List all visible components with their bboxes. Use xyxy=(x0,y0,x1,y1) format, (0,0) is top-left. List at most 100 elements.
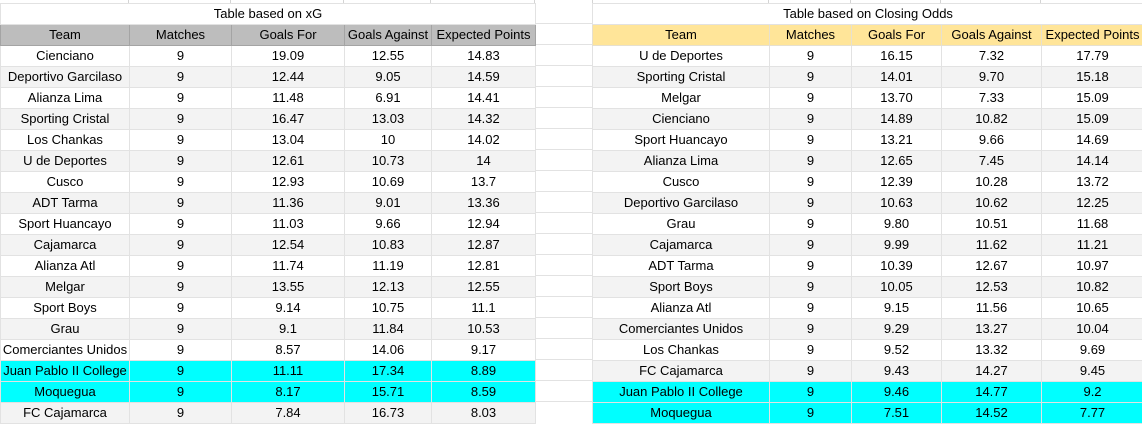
matches-cell[interactable]: 9 xyxy=(770,214,852,235)
team-cell[interactable]: Los Chankas xyxy=(593,340,770,361)
goals-for-cell[interactable]: 9.15 xyxy=(852,298,942,319)
goals-against-cell[interactable]: 11.62 xyxy=(942,235,1042,256)
goals-for-cell[interactable]: 9.14 xyxy=(232,298,345,319)
matches-cell[interactable]: 9 xyxy=(770,298,852,319)
goals-against-cell[interactable]: 14.06 xyxy=(345,340,432,361)
team-cell[interactable]: Sport Huancayo xyxy=(593,130,770,151)
expected-points-cell[interactable]: 9.2 xyxy=(1042,382,1142,403)
expected-points-cell[interactable]: 14.59 xyxy=(432,67,536,88)
column-header-goals-for[interactable]: Goals For xyxy=(852,25,942,46)
goals-against-cell[interactable]: 9.66 xyxy=(345,214,432,235)
expected-points-cell[interactable]: 14 xyxy=(432,151,536,172)
empty-spreadsheet-column[interactable] xyxy=(534,3,593,418)
team-cell[interactable]: Grau xyxy=(1,319,130,340)
team-cell[interactable]: Cienciano xyxy=(1,46,130,67)
matches-cell[interactable]: 9 xyxy=(130,319,232,340)
column-header-goals-against[interactable]: Goals Against xyxy=(345,25,432,46)
matches-cell[interactable]: 9 xyxy=(130,151,232,172)
goals-against-cell[interactable]: 10.83 xyxy=(345,235,432,256)
matches-cell[interactable]: 9 xyxy=(130,340,232,361)
team-cell[interactable]: Cusco xyxy=(593,172,770,193)
column-header-expected-points[interactable]: Expected Points xyxy=(1042,25,1142,46)
expected-points-cell[interactable]: 12.25 xyxy=(1042,193,1142,214)
matches-cell[interactable]: 9 xyxy=(770,193,852,214)
matches-cell[interactable]: 9 xyxy=(770,319,852,340)
matches-cell[interactable]: 9 xyxy=(130,67,232,88)
matches-cell[interactable]: 9 xyxy=(770,130,852,151)
goals-against-cell[interactable]: 9.70 xyxy=(942,67,1042,88)
closing-odds-table-title[interactable]: Table based on Closing Odds xyxy=(593,4,1142,25)
matches-cell[interactable]: 9 xyxy=(130,130,232,151)
goals-against-cell[interactable]: 10.69 xyxy=(345,172,432,193)
matches-cell[interactable]: 9 xyxy=(770,46,852,67)
goals-for-cell[interactable]: 9.43 xyxy=(852,361,942,382)
goals-against-cell[interactable]: 11.56 xyxy=(942,298,1042,319)
expected-points-cell[interactable]: 14.83 xyxy=(432,46,536,67)
team-cell[interactable]: FC Cajamarca xyxy=(593,361,770,382)
goals-against-cell[interactable]: 15.71 xyxy=(345,382,432,403)
goals-against-cell[interactable]: 10.51 xyxy=(942,214,1042,235)
expected-points-cell[interactable]: 10.53 xyxy=(432,319,536,340)
matches-cell[interactable]: 9 xyxy=(770,151,852,172)
matches-cell[interactable]: 9 xyxy=(770,277,852,298)
goals-for-cell[interactable]: 19.09 xyxy=(232,46,345,67)
team-cell[interactable]: U de Deportes xyxy=(593,46,770,67)
team-cell[interactable]: ADT Tarma xyxy=(1,193,130,214)
expected-points-cell[interactable]: 9.45 xyxy=(1042,361,1142,382)
goals-for-cell[interactable]: 10.39 xyxy=(852,256,942,277)
matches-cell[interactable]: 9 xyxy=(770,67,852,88)
goals-against-cell[interactable]: 14.77 xyxy=(942,382,1042,403)
goals-for-cell[interactable]: 16.15 xyxy=(852,46,942,67)
team-cell[interactable]: Sporting Cristal xyxy=(1,109,130,130)
matches-cell[interactable]: 9 xyxy=(770,109,852,130)
team-cell[interactable]: Cajamarca xyxy=(593,235,770,256)
expected-points-cell[interactable]: 12.81 xyxy=(432,256,536,277)
team-cell[interactable]: Sport Boys xyxy=(1,298,130,319)
expected-points-cell[interactable]: 14.32 xyxy=(432,109,536,130)
team-cell[interactable]: Cienciano xyxy=(593,109,770,130)
team-cell[interactable]: Comerciantes Unidos xyxy=(593,319,770,340)
goals-against-cell[interactable]: 14.27 xyxy=(942,361,1042,382)
goals-for-cell[interactable]: 11.03 xyxy=(232,214,345,235)
team-cell[interactable]: Sport Huancayo xyxy=(1,214,130,235)
team-cell[interactable]: Moquegua xyxy=(593,403,770,424)
matches-cell[interactable]: 9 xyxy=(130,403,232,424)
goals-for-cell[interactable]: 7.84 xyxy=(232,403,345,424)
goals-against-cell[interactable]: 9.05 xyxy=(345,67,432,88)
goals-against-cell[interactable]: 11.84 xyxy=(345,319,432,340)
matches-cell[interactable]: 9 xyxy=(130,382,232,403)
team-cell[interactable]: Comerciantes Unidos xyxy=(1,340,130,361)
expected-points-cell[interactable]: 15.09 xyxy=(1042,88,1142,109)
goals-for-cell[interactable]: 13.55 xyxy=(232,277,345,298)
goals-against-cell[interactable]: 10.75 xyxy=(345,298,432,319)
goals-against-cell[interactable]: 6.91 xyxy=(345,88,432,109)
team-cell[interactable]: Melgar xyxy=(1,277,130,298)
expected-points-cell[interactable]: 11.68 xyxy=(1042,214,1142,235)
goals-for-cell[interactable]: 9.52 xyxy=(852,340,942,361)
goals-for-cell[interactable]: 12.93 xyxy=(232,172,345,193)
goals-for-cell[interactable]: 12.39 xyxy=(852,172,942,193)
matches-cell[interactable]: 9 xyxy=(130,172,232,193)
matches-cell[interactable]: 9 xyxy=(770,235,852,256)
team-cell[interactable]: ADT Tarma xyxy=(593,256,770,277)
team-cell[interactable]: Alianza Lima xyxy=(1,88,130,109)
expected-points-cell[interactable]: 13.72 xyxy=(1042,172,1142,193)
expected-points-cell[interactable]: 10.82 xyxy=(1042,277,1142,298)
expected-points-cell[interactable]: 11.21 xyxy=(1042,235,1142,256)
team-cell[interactable]: Cusco xyxy=(1,172,130,193)
goals-for-cell[interactable]: 9.46 xyxy=(852,382,942,403)
team-cell[interactable]: FC Cajamarca xyxy=(1,403,130,424)
goals-against-cell[interactable]: 12.67 xyxy=(942,256,1042,277)
matches-cell[interactable]: 9 xyxy=(130,109,232,130)
expected-points-cell[interactable]: 8.89 xyxy=(432,361,536,382)
team-cell[interactable]: Juan Pablo II College xyxy=(1,361,130,382)
goals-for-cell[interactable]: 16.47 xyxy=(232,109,345,130)
goals-for-cell[interactable]: 9.1 xyxy=(232,319,345,340)
expected-points-cell[interactable]: 15.18 xyxy=(1042,67,1142,88)
team-cell[interactable]: Alianza Lima xyxy=(593,151,770,172)
goals-for-cell[interactable]: 13.70 xyxy=(852,88,942,109)
column-header-team[interactable]: Team xyxy=(593,25,770,46)
goals-against-cell[interactable]: 12.53 xyxy=(942,277,1042,298)
goals-against-cell[interactable]: 14.52 xyxy=(942,403,1042,424)
expected-points-cell[interactable]: 8.03 xyxy=(432,403,536,424)
